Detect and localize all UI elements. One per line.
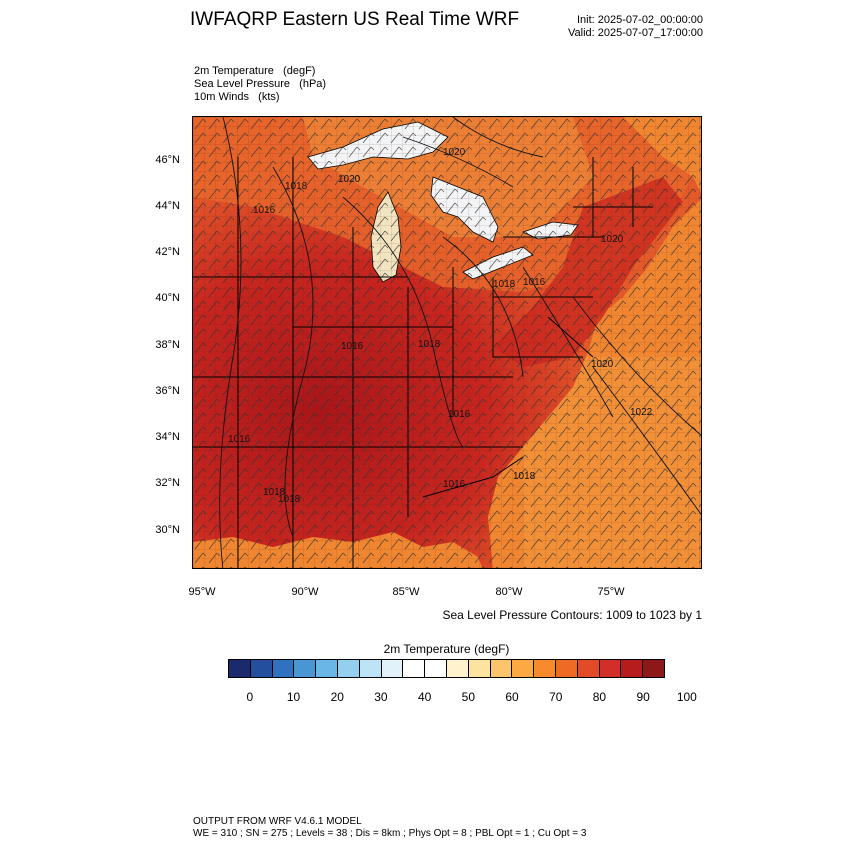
lat-tick-42: 42°N xyxy=(155,246,180,258)
model-params: WE = 310 ; SN = 275 ; Levels = 38 ; Dis … xyxy=(193,828,587,839)
lon-tick-75: 75°W xyxy=(597,586,625,598)
pressure-label: 1016 xyxy=(228,434,251,445)
colorbar-swatch xyxy=(316,660,338,677)
colorbar-label: 70 xyxy=(549,690,563,704)
init-time: Init: 2025-07-02_00:00:00 xyxy=(577,14,703,26)
lat-tick-34: 34°N xyxy=(155,431,180,443)
contour-note: Sea Level Pressure Contours: 1009 to 102… xyxy=(442,608,703,622)
colorbar-swatch xyxy=(403,660,426,677)
colorbar-swatch xyxy=(621,660,644,677)
pressure-label: 1016 xyxy=(253,205,276,216)
colorbar-title: 2m Temperature (degF) xyxy=(383,642,510,656)
wind-barbs xyxy=(193,117,701,568)
field-pressure-label: Sea Level Pressure (hPa) xyxy=(194,78,327,90)
colorbar-label: 10 xyxy=(286,690,301,704)
lat-tick-32: 32°N xyxy=(155,477,180,489)
colorbar-label: 80 xyxy=(592,690,607,704)
field-winds-label: 10m Winds (kts) xyxy=(194,91,280,103)
colorbar-label: 100 xyxy=(676,690,697,704)
colorbar xyxy=(228,659,665,678)
colorbar-swatch xyxy=(359,660,382,677)
colorbar-swatch xyxy=(577,660,600,677)
pressure-label-group: 1020 1018 1020 1016 1018 1016 1016 1018 1020 1022… xyxy=(228,147,653,505)
pressure-label: 1018 xyxy=(493,279,516,290)
colorbar-swatch xyxy=(381,660,404,677)
colorbar-label: 20 xyxy=(330,690,344,704)
pressure-label: 1020 xyxy=(338,174,361,185)
lat-tick-44: 44°N xyxy=(155,200,180,212)
colorbar-swatch xyxy=(229,660,251,677)
model-info: OUTPUT FROM WRF V4.6.1 MODEL xyxy=(193,816,362,827)
pressure-label: 1018 xyxy=(418,339,441,350)
lat-tick-36: 36°N xyxy=(155,385,180,397)
lon-tick-85: 85°W xyxy=(392,586,420,598)
lat-tick-30: 30°N xyxy=(155,524,180,536)
colorbar-swatch xyxy=(446,660,469,677)
colorbar-swatch xyxy=(643,660,664,677)
colorbar-label: 30 xyxy=(374,690,388,704)
lat-tick-46: 46°N xyxy=(155,154,180,166)
pressure-label: 1018 xyxy=(263,487,286,498)
lon-tick-80: 80°W xyxy=(495,586,523,598)
pressure-label: 1018 xyxy=(285,181,308,192)
pressure-label: 1016 xyxy=(341,341,364,352)
pressure-label: 1018 xyxy=(278,494,301,505)
colorbar-swatch xyxy=(468,660,491,677)
colorbar-swatch xyxy=(512,660,535,677)
map-canvas: 1020 1018 1020 1016 1018 1016 1016 1018 1020 1022… xyxy=(193,117,701,568)
pressure-label: 1020 xyxy=(601,234,624,245)
pressure-label: 1016 xyxy=(443,479,466,490)
colorbar-swatch xyxy=(425,660,447,677)
colorbar-swatch xyxy=(272,660,295,677)
colorbar-swatch xyxy=(534,660,556,677)
colorbar-swatch xyxy=(599,660,622,677)
colorbar-label: 40 xyxy=(417,690,432,704)
pressure-contours xyxy=(219,117,701,568)
pressure-label: 1018 xyxy=(513,471,536,482)
valid-time: Valid: 2025-07-07_17:00:00 xyxy=(568,27,703,39)
pressure-label: 1016 xyxy=(448,409,471,420)
lon-tick-90: 90°W xyxy=(291,586,319,598)
colorbar-swatch xyxy=(294,660,317,677)
lon-tick-95: 95°W xyxy=(188,586,216,598)
colorbar-label: 50 xyxy=(461,690,476,704)
page-title: IWFAQRP Eastern US Real Time WRF xyxy=(190,9,520,30)
colorbar-swatch xyxy=(337,660,360,677)
field-temperature-label: 2m Temperature (degF) xyxy=(194,65,316,77)
lat-tick-38: 38°N xyxy=(155,339,180,351)
colorbar-label: 60 xyxy=(505,690,519,704)
colorbar-label: 90 xyxy=(636,690,650,704)
pressure-label: 1022 xyxy=(630,407,653,418)
weather-map[interactable]: 1020 1018 1020 1016 1018 1016 1016 1018 1020 1022… xyxy=(192,116,702,569)
colorbar-swatch xyxy=(490,660,513,677)
pressure-label: 1020 xyxy=(591,359,614,370)
colorbar-swatch xyxy=(250,660,273,677)
colorbar-swatch xyxy=(555,660,578,677)
pressure-label: 1020 xyxy=(443,147,466,158)
colorbar-label: 0 xyxy=(246,690,254,704)
lat-tick-40: 40°N xyxy=(155,292,180,304)
pressure-label: 1016 xyxy=(523,277,546,288)
